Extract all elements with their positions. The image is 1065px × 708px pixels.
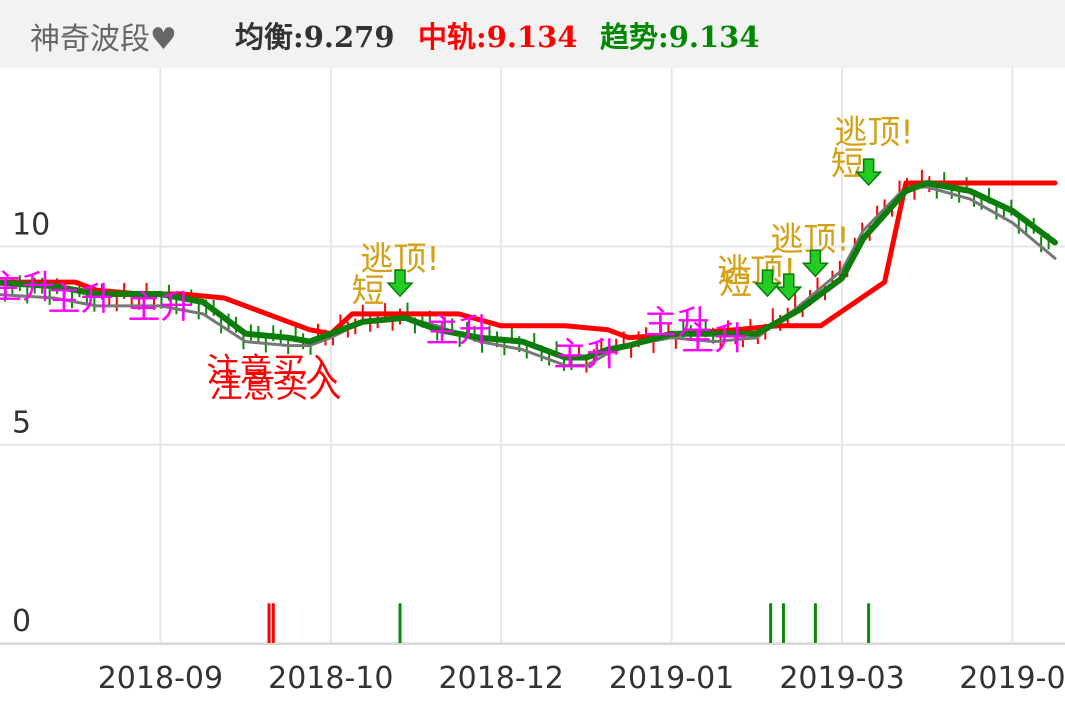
x-tick-label: 2019-01	[609, 661, 734, 696]
indicator-lines	[0, 180, 1058, 367]
down-arrow-shape	[386, 269, 414, 298]
annotation-label: 主升	[644, 303, 710, 342]
down-arrow-shape	[775, 273, 803, 302]
x-tick-label: 2018-12	[439, 661, 564, 696]
chart-header: 神奇波段♥ 均衡:9.279 中轨:9.134 趋势:9.134	[0, 0, 1065, 68]
x-tick-label: 2018-10	[268, 661, 393, 696]
annotation-label: 主升	[0, 267, 55, 306]
down-arrow-icon	[775, 273, 803, 302]
annotation-label: 主升	[48, 279, 114, 318]
down-arrow-icon	[753, 269, 782, 298]
annotation-label: 注意买入	[209, 366, 341, 405]
middle-band-value: 中轨:9.134	[418, 20, 578, 54]
series-line-均衡	[0, 185, 1057, 367]
signal-bar	[813, 603, 817, 643]
down-arrow-icon	[386, 269, 414, 298]
trend-value: 趋势:9.134	[600, 20, 760, 54]
signal-bar	[267, 603, 271, 643]
signal-bar	[781, 603, 785, 643]
signal-bars	[267, 603, 871, 643]
y-tick-label: 0	[12, 604, 31, 639]
annotation-label: 主升	[681, 319, 747, 358]
signal-bar	[271, 603, 275, 643]
grid	[0, 68, 1065, 645]
annotation-label: 主升	[553, 334, 619, 373]
down-arrow-icon	[801, 249, 830, 278]
annotation-label: 短	[352, 271, 385, 310]
x-tick-label: 2019-03	[779, 661, 904, 696]
annotation-label: 主升	[426, 311, 492, 350]
annotation-label: 注意买入	[206, 350, 338, 389]
x-axis: 2018-09 2018-10 2018-12 2019-01 2019-03 2019-…	[98, 661, 1065, 696]
annotation-label: 逃顶!	[834, 112, 913, 151]
y-tick-label: 5	[12, 406, 31, 441]
down-arrow-shape	[854, 158, 883, 187]
down-arrow-shape	[801, 249, 830, 278]
down-arrow-shape	[753, 269, 782, 298]
signal-bar	[867, 603, 871, 643]
sell-arrows	[386, 158, 883, 302]
down-arrow-icon	[854, 158, 883, 187]
signal-bar	[398, 603, 402, 643]
x-tick-label: 2019-0	[959, 661, 1065, 696]
annotation-label: 短	[831, 144, 864, 183]
annotation-label: 短	[719, 263, 752, 302]
y-tick-label: 10	[12, 207, 50, 242]
indicator-title: 神奇波段♥	[30, 22, 177, 57]
balance-value: 均衡:9.279	[235, 20, 395, 54]
x-tick-label: 2018-09	[98, 661, 223, 696]
series-line-趋势	[0, 180, 1058, 361]
signal-bar	[769, 603, 773, 643]
y-axis: 0 5 10	[12, 207, 50, 639]
annotation-label: 主升	[127, 287, 193, 326]
